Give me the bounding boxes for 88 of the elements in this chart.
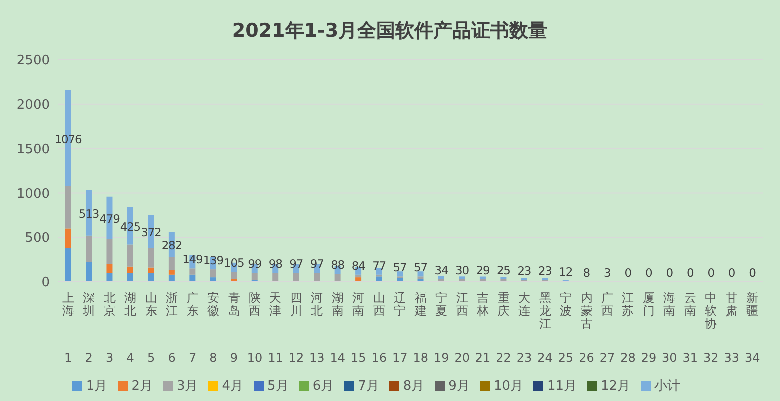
legend-label: 10月 (494, 379, 524, 394)
data-label: 23 (518, 264, 532, 278)
data-label: 99 (248, 257, 262, 272)
legend-label: 11月 (547, 379, 578, 394)
data-label: 97 (290, 257, 304, 272)
legend-label: 9月 (448, 379, 470, 394)
legend-label: 3月 (176, 379, 198, 394)
category-label: 江苏 28 (620, 291, 636, 365)
category-label: 湖南 14 (330, 291, 346, 365)
category-label: 四川 12 (288, 291, 304, 365)
category-label: 上海 1 (62, 291, 74, 365)
data-label: 479 (100, 212, 120, 226)
category-label: 河南 15 (351, 291, 366, 365)
data-label: 149 (182, 252, 204, 267)
y-tick-label: 1500 (16, 142, 50, 158)
data-label: 0 (645, 266, 652, 280)
y-tick-label: 2000 (16, 98, 50, 114)
data-label: 139 (203, 254, 224, 268)
data-label: 77 (372, 258, 386, 273)
data-label: 88 (331, 258, 345, 272)
data-label: 30 (456, 263, 470, 278)
category-label: 福建 18 (413, 291, 428, 365)
data-label: 1076 (54, 132, 82, 146)
data-label: 97 (310, 257, 324, 272)
y-tick-label: 2500 (16, 54, 50, 69)
legend-label: 7月 (358, 379, 380, 394)
category-label: 重庆 22 (496, 291, 512, 365)
category-label: 云南 31 (682, 291, 698, 365)
category-label: 厦门 29 (641, 291, 657, 365)
category-label: 深圳 2 (83, 291, 96, 365)
legend-label: 12月 (601, 379, 631, 394)
category-label: 湖北 4 (124, 291, 137, 365)
y-tick-label: 500 (25, 231, 50, 246)
legend-label: 1月 (86, 379, 108, 394)
category-label: 北京 3 (104, 291, 116, 365)
data-label: 23 (538, 264, 552, 278)
legend-label: 8月 (403, 379, 425, 394)
category-label: 辽宁 17 (392, 291, 408, 365)
data-label: 0 (708, 266, 715, 280)
category-label: 甘肃 33 (724, 291, 740, 365)
category-label: 天津 11 (268, 291, 284, 365)
data-label: 0 (624, 266, 632, 280)
category-label: 内蒙古 26 (579, 291, 594, 365)
category-label: 宁波 25 (558, 291, 574, 365)
category-label: 江西 20 (454, 291, 470, 365)
category-label: 广东 7 (186, 291, 199, 365)
legend-label: 5月 (268, 379, 289, 394)
legend-label: 小计 (654, 379, 681, 394)
category-label: 中软协 32 (704, 291, 719, 365)
data-label: 513 (78, 207, 100, 222)
data-label: 105 (224, 256, 244, 270)
y-tick-label: 1000 (16, 186, 50, 202)
legend-label: 2月 (132, 379, 153, 394)
category-label: 河北 13 (310, 291, 325, 365)
category-label: 海南 30 (662, 291, 678, 365)
legend-label: 6月 (312, 379, 334, 394)
legend-label: 4月 (222, 379, 244, 394)
data-label: 0 (686, 266, 694, 280)
category-label: 陕西 10 (247, 291, 263, 365)
category-label: 大连 23 (516, 291, 532, 365)
data-label: 57 (393, 260, 408, 275)
data-label: 3 (604, 266, 612, 280)
data-label: 0 (666, 266, 674, 280)
data-label: 8 (583, 266, 590, 280)
category-label: 吉林 21 (475, 291, 491, 365)
data-label: 372 (141, 226, 162, 240)
category-label: 山东 5 (145, 291, 158, 365)
category-label: 新疆 34 (744, 291, 760, 365)
data-label: 25 (496, 263, 511, 278)
data-label: 84 (352, 258, 366, 273)
category-label: 黑龙江 24 (538, 291, 553, 365)
category-label: 浙江 6 (166, 291, 178, 365)
data-label: 0 (728, 266, 736, 280)
data-label: 98 (268, 257, 283, 272)
category-label: 山西 16 (372, 291, 388, 365)
category-label: 广西 27 (600, 291, 616, 365)
category-label: 安徽 8 (208, 291, 220, 365)
data-label: 34 (434, 263, 448, 278)
data-label: 425 (120, 220, 141, 234)
data-label: 29 (476, 263, 490, 278)
data-label: 57 (414, 260, 428, 275)
y-tick-label: 0 (42, 276, 50, 291)
chart-title: 2021年1-3月全国软件产品证书数量 (231, 19, 549, 44)
category-label: 宁夏 19 (434, 291, 450, 365)
category-label: 青岛 9 (228, 291, 240, 365)
data-label: 282 (162, 238, 182, 253)
data-label: 0 (749, 266, 756, 280)
data-label: 12 (559, 265, 573, 280)
